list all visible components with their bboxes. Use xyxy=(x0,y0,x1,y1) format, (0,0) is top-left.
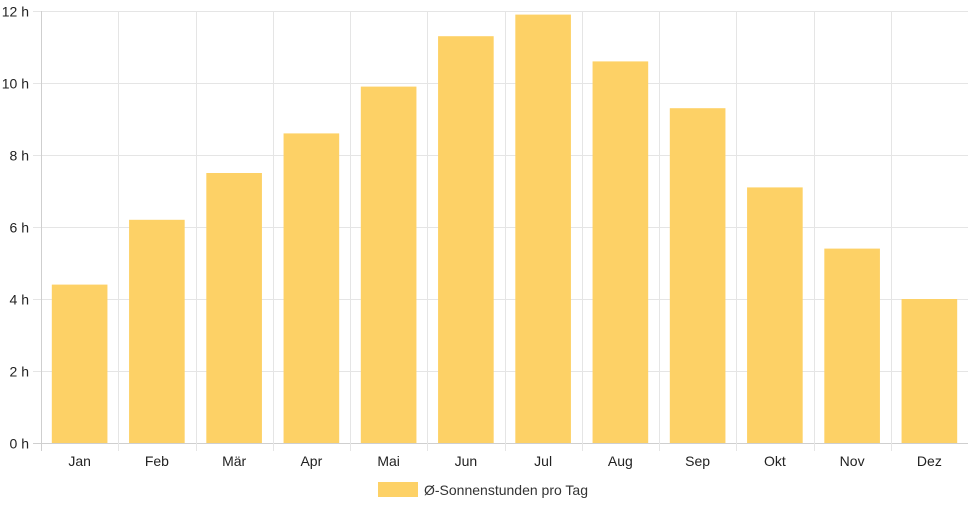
bar-dez[interactable] xyxy=(901,299,958,443)
bar-okt[interactable] xyxy=(747,187,803,443)
x-axis-ticks: Jan Feb Mär Apr Mai Jun Jul Aug Sep Okt Nov Dez xyxy=(68,453,941,469)
legend-swatch[interactable] xyxy=(378,482,418,497)
y-tick-label: 4 h xyxy=(10,292,29,308)
x-tick-label: Apr xyxy=(300,453,322,469)
x-tick-label: Nov xyxy=(840,453,865,469)
y-axis-ticks: 0 h 2 h 4 h 6 h 8 h 10 h 12 h xyxy=(2,4,29,452)
bar-aug[interactable] xyxy=(592,61,649,444)
y-tick-label: 10 h xyxy=(2,76,29,92)
bar-jul[interactable] xyxy=(515,14,571,443)
x-tick-label: Jun xyxy=(455,453,478,469)
bar-apr[interactable] xyxy=(283,133,340,443)
y-tick-label: 12 h xyxy=(2,4,29,20)
bar-mai[interactable] xyxy=(360,86,417,443)
x-tick-label: Feb xyxy=(145,453,169,469)
grid-lines xyxy=(33,11,968,451)
bar-nov[interactable] xyxy=(824,248,880,443)
y-tick-label: 6 h xyxy=(10,220,29,236)
x-tick-label: Mär xyxy=(222,453,246,469)
y-tick-label: 8 h xyxy=(10,148,29,164)
x-tick-label: Jul xyxy=(534,453,552,469)
bar-sep[interactable] xyxy=(669,108,726,443)
x-tick-label: Mai xyxy=(377,453,400,469)
x-tick-label: Okt xyxy=(764,453,786,469)
x-tick-label: Sep xyxy=(685,453,710,469)
x-tick-label: Dez xyxy=(917,453,942,469)
bar-feb[interactable] xyxy=(129,219,185,443)
legend-label[interactable]: Ø-Sonnenstunden pro Tag xyxy=(424,482,588,498)
x-tick-label: Aug xyxy=(608,453,633,469)
legend[interactable]: Ø-Sonnenstunden pro Tag xyxy=(378,482,588,498)
y-tick-label: 2 h xyxy=(10,364,29,380)
bar-mär[interactable] xyxy=(206,173,262,443)
bar-jan[interactable] xyxy=(51,284,108,443)
x-tick-label: Jan xyxy=(68,453,91,469)
y-tick-label: 0 h xyxy=(10,436,29,452)
bars xyxy=(51,14,958,444)
bar-jun[interactable] xyxy=(438,36,494,443)
